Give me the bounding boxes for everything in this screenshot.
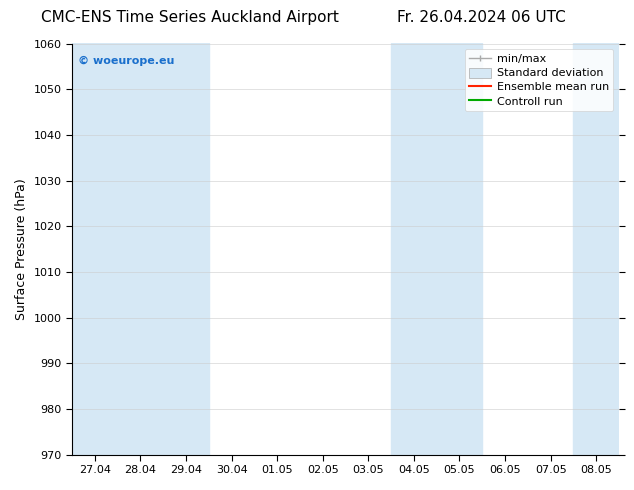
Text: © woeurope.eu: © woeurope.eu [77, 56, 174, 66]
Bar [163, 44, 209, 455]
Bar [437, 44, 482, 455]
Bar [72, 44, 118, 455]
Legend: min/max, Standard deviation, Ensemble mean run, Controll run: min/max, Standard deviation, Ensemble me… [465, 49, 614, 111]
Y-axis label: Surface Pressure (hPa): Surface Pressure (hPa) [15, 178, 28, 320]
Bar [118, 44, 163, 455]
Bar [391, 44, 437, 455]
Bar [573, 44, 619, 455]
Text: Fr. 26.04.2024 06 UTC: Fr. 26.04.2024 06 UTC [398, 10, 566, 25]
Text: CMC-ENS Time Series Auckland Airport: CMC-ENS Time Series Auckland Airport [41, 10, 339, 25]
